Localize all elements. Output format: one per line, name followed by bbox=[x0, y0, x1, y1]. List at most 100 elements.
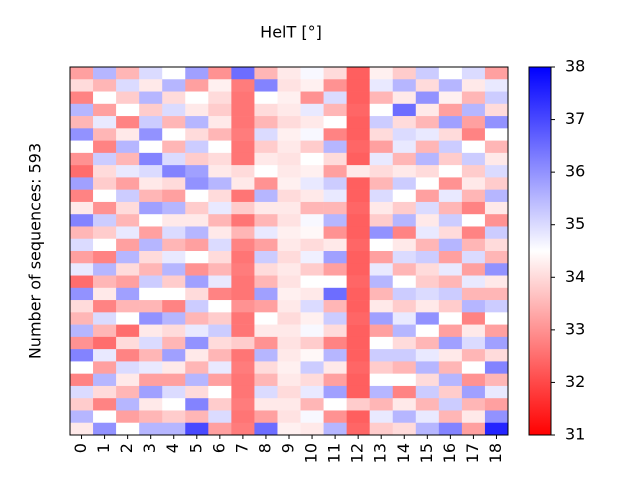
heatmap-cell bbox=[116, 398, 140, 411]
heatmap-cell bbox=[254, 116, 278, 129]
heatmap-cells bbox=[70, 67, 509, 436]
colorbar-tick-label: 33 bbox=[565, 319, 585, 338]
heatmap-cell bbox=[116, 385, 140, 399]
heatmap-cell bbox=[484, 422, 509, 436]
heatmap-cell bbox=[116, 91, 140, 105]
heatmap-cell bbox=[185, 116, 209, 129]
heatmap-cell bbox=[139, 336, 163, 350]
heatmap-cell bbox=[300, 410, 324, 424]
y-axis-label: Number of sequences: 593 bbox=[26, 143, 45, 359]
heatmap-cell bbox=[300, 201, 324, 215]
heatmap-cell bbox=[139, 361, 163, 374]
heatmap-cell bbox=[139, 67, 163, 80]
heatmap-cell bbox=[93, 300, 117, 313]
heatmap-cell bbox=[185, 128, 209, 141]
heatmap-cell bbox=[208, 275, 232, 289]
heatmap-cell bbox=[116, 263, 140, 276]
heatmap-cell bbox=[484, 361, 509, 374]
heatmap-cell bbox=[415, 226, 440, 240]
heatmap-cell bbox=[438, 189, 463, 203]
heatmap-cell bbox=[323, 251, 347, 264]
heatmap-cell bbox=[323, 275, 347, 289]
heatmap-cell bbox=[392, 300, 417, 313]
heatmap-cell bbox=[162, 67, 186, 80]
heatmap-cell bbox=[162, 312, 186, 325]
heatmap-cell bbox=[185, 103, 209, 117]
heatmap-cell bbox=[484, 324, 509, 338]
heatmap-cell bbox=[323, 361, 347, 374]
heatmap-cell bbox=[162, 251, 186, 264]
heatmap-cell bbox=[231, 214, 255, 227]
heatmap-cell bbox=[185, 324, 209, 338]
x-tick-label: 8 bbox=[255, 443, 274, 453]
heatmap-cell bbox=[208, 79, 232, 92]
heatmap-cell bbox=[277, 79, 301, 92]
heatmap-cell bbox=[162, 398, 186, 411]
heatmap-cell bbox=[116, 410, 140, 424]
heatmap-cell bbox=[231, 238, 255, 252]
heatmap-cell bbox=[484, 287, 509, 301]
colorbar-tick-label: 32 bbox=[565, 372, 585, 391]
x-tick-label: 16 bbox=[440, 443, 459, 463]
heatmap-cell bbox=[484, 91, 509, 105]
heatmap-cell bbox=[208, 300, 232, 313]
heatmap-cell bbox=[461, 140, 486, 154]
heatmap-cell bbox=[139, 79, 163, 92]
heatmap-cell bbox=[369, 324, 394, 338]
heatmap-cell bbox=[162, 128, 186, 141]
heatmap-cell bbox=[208, 361, 232, 374]
heatmap-cell bbox=[139, 214, 163, 227]
heatmap-cell bbox=[185, 361, 209, 374]
heatmap-cell bbox=[346, 79, 370, 92]
heatmap-cell bbox=[323, 91, 347, 105]
x-tick-label: 6 bbox=[209, 443, 228, 453]
heatmap-cell bbox=[415, 201, 440, 215]
heatmap-cell bbox=[231, 189, 255, 203]
heatmap-cell bbox=[277, 67, 301, 80]
heatmap-cell bbox=[484, 263, 509, 276]
heatmap-cell bbox=[162, 410, 186, 424]
heatmap-cell bbox=[323, 201, 347, 215]
heatmap-cell bbox=[185, 373, 209, 387]
heatmap-cell bbox=[185, 140, 209, 154]
heatmap-cell bbox=[392, 373, 417, 387]
heatmap-cell bbox=[438, 287, 463, 301]
heatmap-cell bbox=[185, 300, 209, 313]
heatmap-cell bbox=[346, 410, 370, 424]
heatmap-cell bbox=[231, 91, 255, 105]
heatmap-cell bbox=[116, 324, 140, 338]
heatmap-cell bbox=[484, 116, 509, 129]
heatmap-cell bbox=[438, 324, 463, 338]
heatmap-cell bbox=[369, 410, 394, 424]
x-tick-label: 0 bbox=[71, 443, 90, 453]
heatmap-cell bbox=[323, 263, 347, 276]
heatmap-cell bbox=[185, 349, 209, 362]
heatmap-cell bbox=[300, 67, 324, 80]
heatmap-cell bbox=[415, 361, 440, 374]
heatmap-cell bbox=[415, 251, 440, 264]
heatmap-cell bbox=[162, 189, 186, 203]
heatmap-cell bbox=[231, 275, 255, 289]
heatmap-cell bbox=[277, 251, 301, 264]
heatmap-cell bbox=[346, 251, 370, 264]
x-tick-label: 10 bbox=[302, 443, 321, 463]
heatmap-cell bbox=[231, 152, 255, 166]
heatmap-cell bbox=[438, 410, 463, 424]
heatmap-cell bbox=[139, 385, 163, 399]
heatmap-cell bbox=[369, 201, 394, 215]
heatmap-cell bbox=[208, 251, 232, 264]
heatmap-cell bbox=[254, 251, 278, 264]
x-tick-label: 12 bbox=[348, 443, 367, 463]
heatmap-cell bbox=[185, 91, 209, 105]
heatmap-cell bbox=[369, 189, 394, 203]
heatmap-cell bbox=[254, 300, 278, 313]
heatmap-cell bbox=[277, 263, 301, 276]
heatmap-cell bbox=[346, 300, 370, 313]
heatmap-cell bbox=[208, 238, 232, 252]
heatmap-cell bbox=[208, 287, 232, 301]
heatmap-cell bbox=[438, 214, 463, 227]
heatmap-cell bbox=[162, 385, 186, 399]
heatmap-cell bbox=[438, 312, 463, 325]
heatmap-cell bbox=[231, 128, 255, 141]
